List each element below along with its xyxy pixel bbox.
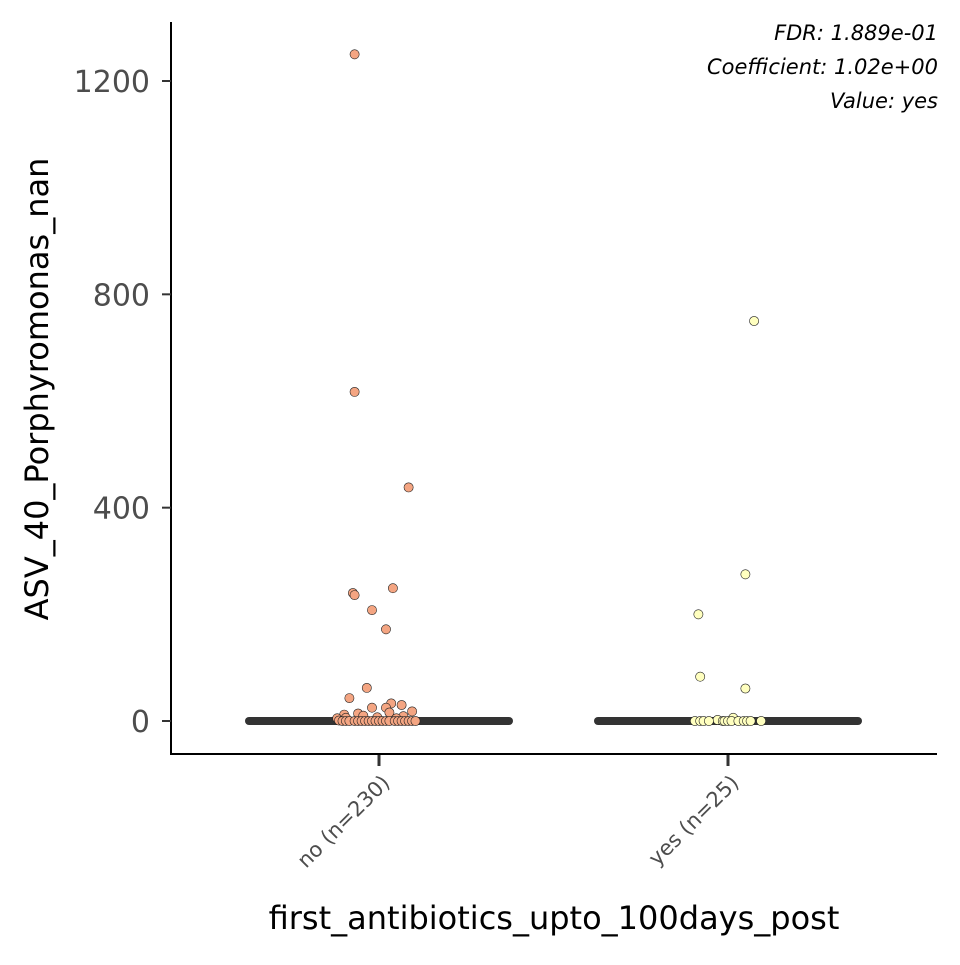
- annotation-fdr: FDR: 1.889e-01: [774, 21, 938, 45]
- data-point-1-4: [740, 683, 751, 694]
- data-point-0-8: [361, 683, 372, 693]
- y-tick-label-2: 800: [93, 278, 150, 313]
- data-point-0-14: [407, 706, 417, 717]
- data-point-1-18: [745, 716, 756, 726]
- x-axis-title: first_antibiotics_upto_100days_post: [269, 899, 840, 937]
- data-point-0-1: [349, 386, 360, 397]
- data-point-0-5: [349, 590, 360, 600]
- annotation-value: Value: yes: [830, 89, 938, 113]
- data-point-0-9: [344, 693, 355, 703]
- data-point-1-10: [704, 716, 714, 726]
- data-point-1-19: [756, 716, 766, 726]
- data-point-1-2: [693, 609, 704, 620]
- data-point-0-3: [387, 583, 398, 594]
- data-point-1-1: [740, 569, 751, 580]
- annotation-coefficient: Coefficient: 1.02e+00: [707, 55, 938, 79]
- data-point-0-45: [410, 716, 421, 726]
- y-tick-label-0: 0: [131, 705, 150, 740]
- y-tick-label-1: 400: [93, 492, 150, 527]
- data-point-0-12: [367, 702, 377, 713]
- data-point-0-11: [396, 700, 407, 710]
- data-point-0-0: [349, 49, 360, 60]
- data-point-1-3: [695, 671, 706, 682]
- data-point-1-0: [749, 316, 759, 326]
- marks-layer: [245, 49, 862, 726]
- axes-layer: [170, 22, 937, 755]
- data-point-0-2: [403, 482, 414, 493]
- y-tick-label-3: 1200: [74, 65, 150, 100]
- y-axis-title: ASV_40_Porphyromonas_nan: [18, 158, 56, 621]
- data-point-0-7: [381, 624, 391, 635]
- data-point-0-6: [367, 605, 377, 615]
